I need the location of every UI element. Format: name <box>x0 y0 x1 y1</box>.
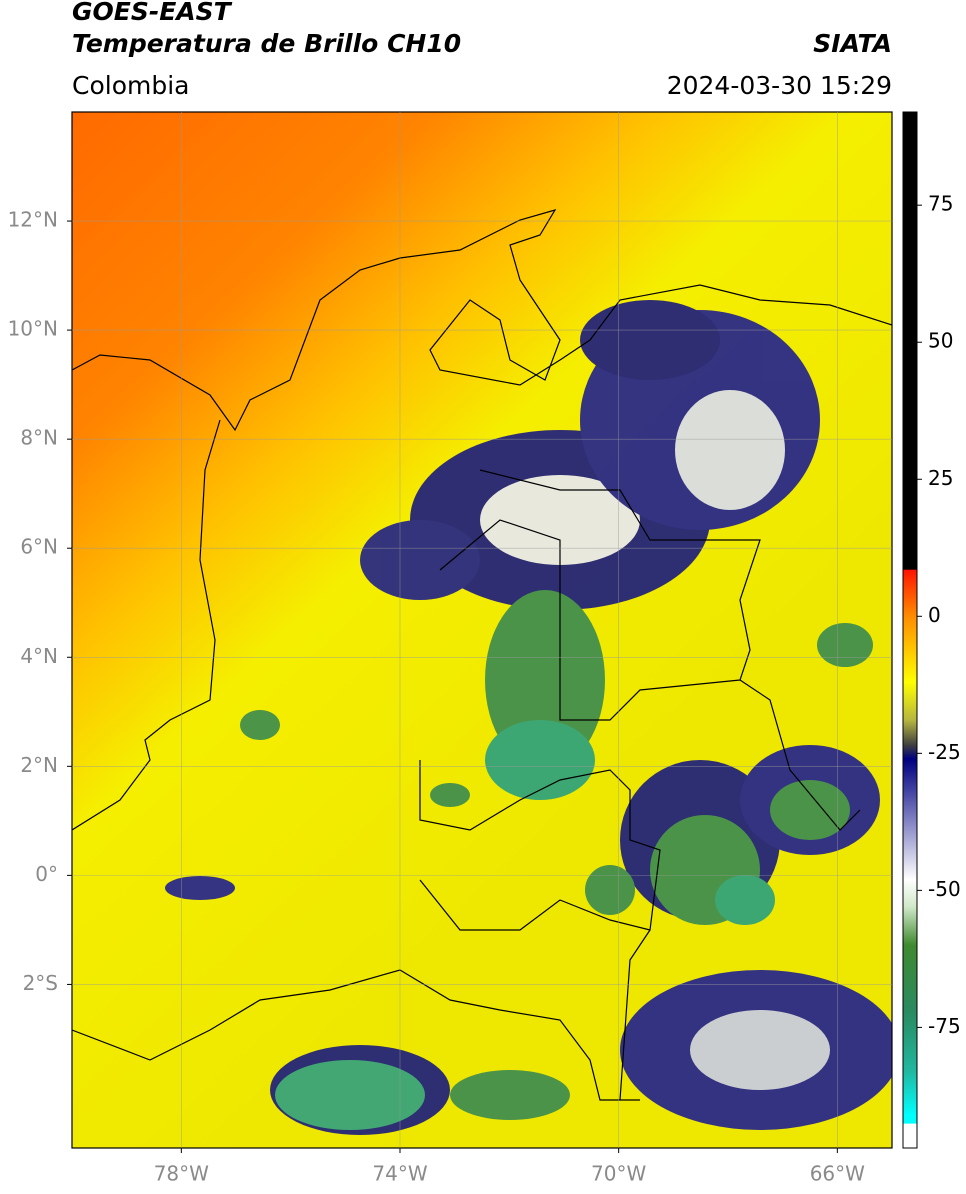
region: Colombia <box>72 71 189 100</box>
colorbar-tick-label: -25 <box>928 740 961 764</box>
colorbar-tick-label: 25 <box>928 466 953 490</box>
y-tick-label: 4°N <box>20 644 58 668</box>
y-tick-label: 8°N <box>20 426 58 450</box>
title-line2: Temperatura de Brillo CH10 <box>72 29 461 58</box>
x-tick-label: 74°W <box>372 1162 427 1186</box>
colorbar-tick-label: -75 <box>928 1014 961 1038</box>
colorbar <box>902 111 918 1149</box>
colorbar-tick-label: 0 <box>928 603 941 627</box>
title-line1: GOES-EAST <box>72 0 233 26</box>
y-tick-label: 12°N <box>8 208 58 232</box>
datetime: 2024-03-30 15:29 <box>667 71 892 100</box>
colorbar-tick-label: 75 <box>928 192 953 216</box>
x-tick-label: 70°W <box>591 1162 646 1186</box>
satellite-image <box>72 112 892 1148</box>
y-tick-label: 2°S <box>23 971 58 995</box>
x-tick-label: 66°W <box>810 1162 865 1186</box>
y-tick-label: 2°N <box>20 753 58 777</box>
y-tick-label: 6°N <box>20 535 58 559</box>
y-tick-label: 0° <box>35 862 58 886</box>
colorbar-tick-label: -50 <box>928 877 961 901</box>
source: SIATA <box>813 29 892 58</box>
x-tick-label: 78°W <box>154 1162 209 1186</box>
y-tick-label: 10°N <box>8 317 58 341</box>
colorbar-tick-label: 50 <box>928 329 953 353</box>
map-frame <box>71 111 893 1149</box>
